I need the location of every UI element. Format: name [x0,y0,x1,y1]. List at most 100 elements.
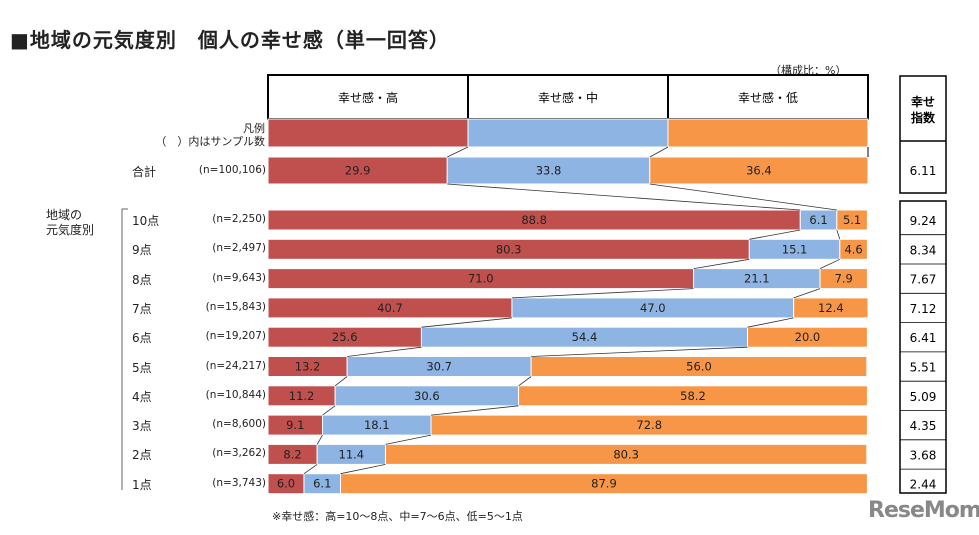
row-8点-value-label: 21.1 [744,272,770,286]
row-9点-sample-size: (n=2,497) [212,242,266,255]
row-7点-bar-seg [793,297,869,319]
connector-line [385,434,432,445]
total-bar-seg [649,156,869,185]
row-index: 4.35 [910,419,937,433]
row-1点-value-label: 6.1 [313,477,331,491]
legend-swatch-1 [467,118,669,148]
connector-line [747,317,794,328]
row-8点-bar-seg [819,268,868,290]
row-index: 5.09 [910,390,937,404]
legend-header-0: 幸せ感・高 [338,90,398,105]
total-value-label: 29.9 [345,164,371,178]
connector-line [334,376,348,387]
resemom-logo: ReseMom [868,498,979,523]
row-7点-sample-size: (n=15,843) [205,300,266,313]
legend-note-line: （ ）内はサンプル数 [155,135,265,148]
connector-line [447,183,801,211]
row-2点-value-label: 8.2 [283,447,301,461]
row-index: 7.12 [910,302,937,316]
row-index: 3.68 [910,448,937,462]
row-7点-value-label: 47.0 [640,301,666,315]
connector-line [430,405,519,416]
row-4点-value-label: 30.6 [414,389,440,403]
row-3点-value-label: 9.1 [286,418,304,432]
row-1点-value-label: 6.0 [277,477,295,491]
total-index: 6.11 [910,164,937,178]
row-5点-value-label: 56.0 [686,360,712,374]
connector-line [649,146,669,158]
row-10点-value-label: 5.1 [843,213,861,227]
connector-line [531,346,748,357]
connector-line [322,405,336,416]
row-5点-label: 5点 [132,360,152,375]
total-bar-seg [446,156,651,185]
row-6点-value-label: 54.4 [572,330,598,344]
page-title: ■地域の元気度別 個人の幸せ感（単一回答） [10,28,450,52]
legend-swatch-0 [267,118,469,148]
index-header: 幸せ [911,94,935,109]
row-6点-value-label: 25.6 [332,330,358,344]
row-9点-label: 9点 [132,243,152,258]
row-2点-bar-seg [384,443,868,465]
total-label: 合計 [132,164,157,179]
row-4点-value-label: 58.2 [680,389,706,403]
connector-line [421,317,512,328]
row-6点-value-label: 20.0 [795,330,821,344]
connector-line [819,258,840,269]
row-10点-sample-size: (n=2,250) [212,213,266,225]
connector-line [649,183,837,211]
connector-line [347,346,422,357]
index-header-box [899,75,947,194]
row-3点-sample-size: (n=8,600) [212,418,266,431]
connector-line [316,434,323,445]
legend-note: 凡例 （ ）内はサンプル数 [150,122,265,148]
row-10点-value-label: 6.1 [809,213,827,227]
row-1点-sample-size: (n=3,743) [212,476,266,489]
row-4点-sample-size: (n=10,844) [205,388,266,401]
row-4点-label: 4点 [132,389,152,404]
row-10点-label: 10点 [132,214,160,228]
row-9点-bar-seg [839,238,868,260]
connector-line [340,464,386,475]
row-8点-value-label: 7.9 [835,272,853,286]
total-value-label: 36.4 [746,164,772,178]
row-1点-label: 1点 [132,477,152,492]
connector-line [693,258,750,269]
region-bracket [121,208,128,490]
row-3点-value-label: 18.1 [364,418,390,432]
total-bar-seg [267,156,448,185]
unit-note: （構成比：%） [770,64,847,77]
row-10点-bar-seg [836,209,868,231]
row-9点-value-label: 80.3 [496,242,522,256]
row-4点-value-label: 11.2 [289,389,315,403]
legend-header-2: 幸せ感・低 [738,90,798,105]
row-5点-bar-seg [530,356,868,377]
row-7点-label: 7点 [132,301,152,316]
row-3点-bar-seg [430,414,868,436]
row-7点-value-label: 40.7 [377,301,403,315]
row-3点-value-label: 72.8 [636,418,662,432]
row-5点-value-label: 30.7 [426,360,452,374]
region-group-label-line: 地域の [46,208,83,222]
legend-header-1: 幸せ感・中 [538,90,598,105]
footnote: ※幸せ感：高=10～8点、中=7～6点、低=5～1点 [272,510,523,523]
legend-swatch-2 [667,118,869,148]
row-6点-bar-seg [747,326,868,348]
connector-line [793,288,821,299]
row-10点-value-label: 88.8 [521,213,547,227]
row-index: 7.67 [910,273,937,287]
connector-line [511,288,694,299]
row-9点-value-label: 4.6 [844,242,862,256]
row-2点-value-label: 80.3 [613,447,639,461]
row-8点-value-label: 71.0 [468,272,494,286]
row-8点-label: 8点 [132,272,152,287]
row-3点-label: 3点 [132,419,152,434]
connector-line [749,229,801,240]
row-9点-value-label: 15.1 [782,242,808,256]
row-2点-value-label: 11.4 [339,447,365,461]
region-group-label: 地域の 元気度別 [46,208,94,238]
row-index: 6.41 [910,331,937,345]
row-5点-value-label: 13.2 [295,360,321,374]
total-value-label: 33.8 [536,164,562,178]
